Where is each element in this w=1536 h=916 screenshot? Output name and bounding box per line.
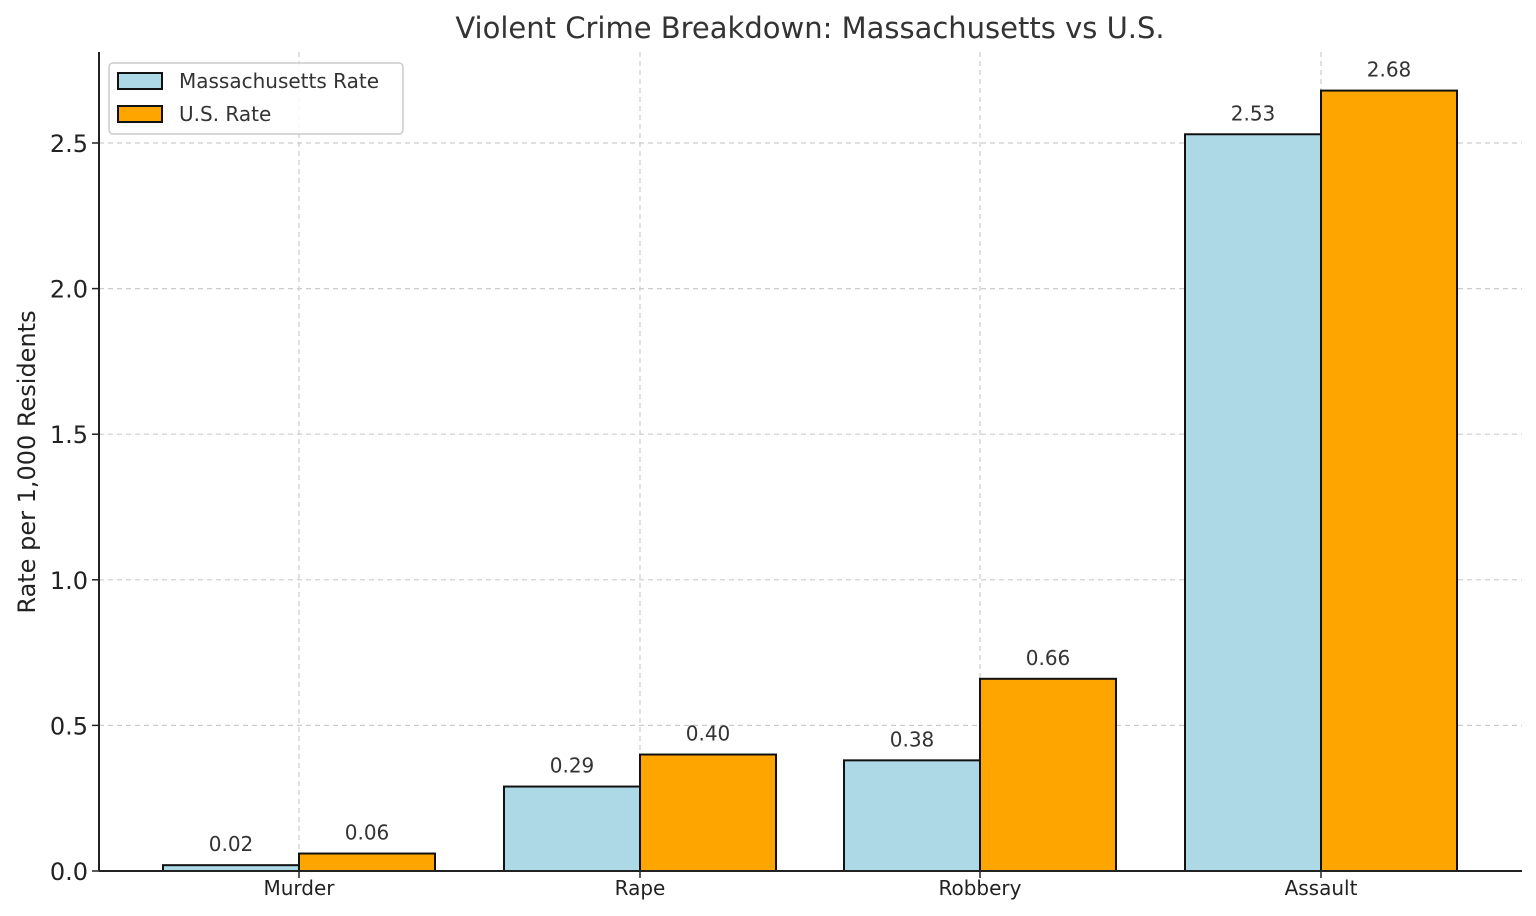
y-tick-label: 2.0 xyxy=(50,276,88,304)
bar xyxy=(639,753,777,873)
bar xyxy=(1320,89,1458,873)
chart-title: Violent Crime Breakdown: Massachusetts v… xyxy=(455,11,1164,45)
y-tick-label: 1.5 xyxy=(50,421,88,449)
y-axis-ticks: 0.0 0.5 1.0 1.5 2.0 2.5 xyxy=(50,130,99,886)
bar-value-label: 0.02 xyxy=(209,832,254,856)
bar xyxy=(298,852,436,873)
bars xyxy=(162,89,1458,873)
x-tick-label: Assault xyxy=(1285,876,1358,900)
data-labels: 0.02 0.29 0.38 2.53 0.06 0.40 0.66 2.68 xyxy=(209,58,1412,857)
legend-swatch-massachusetts xyxy=(117,72,163,90)
legend-label-massachusetts: Massachusetts Rate xyxy=(179,69,379,93)
legend: Massachusetts Rate U.S. Rate xyxy=(108,62,404,135)
y-tick-label: 0.0 xyxy=(50,858,88,886)
legend-swatch-us xyxy=(117,105,163,123)
bar-value-label: 0.38 xyxy=(890,727,935,751)
bar xyxy=(979,677,1117,872)
bar xyxy=(503,785,641,872)
bar xyxy=(1184,133,1322,873)
x-tick-label: Rape xyxy=(615,876,666,900)
bar-value-label: 2.53 xyxy=(1231,101,1276,125)
bar xyxy=(843,759,981,872)
legend-label-us: U.S. Rate xyxy=(179,102,271,126)
bar-value-label: 0.66 xyxy=(1026,646,1071,670)
bar-value-label: 0.40 xyxy=(686,722,731,746)
y-axis-label: Rate per 1,000 Residents xyxy=(13,310,41,613)
axes xyxy=(98,52,1522,872)
y-tick-label: 2.5 xyxy=(50,130,88,158)
x-axis-ticks: Murder Rape Robbery Assault xyxy=(263,871,1358,900)
bar-value-label: 0.06 xyxy=(345,821,390,845)
y-tick-label: 1.0 xyxy=(50,567,88,595)
bar-value-label: 2.68 xyxy=(1367,58,1412,82)
x-tick-label: Robbery xyxy=(939,876,1022,900)
y-tick-label: 0.5 xyxy=(50,712,88,740)
bar-value-label: 0.29 xyxy=(550,754,595,778)
x-tick-label: Murder xyxy=(263,876,335,900)
